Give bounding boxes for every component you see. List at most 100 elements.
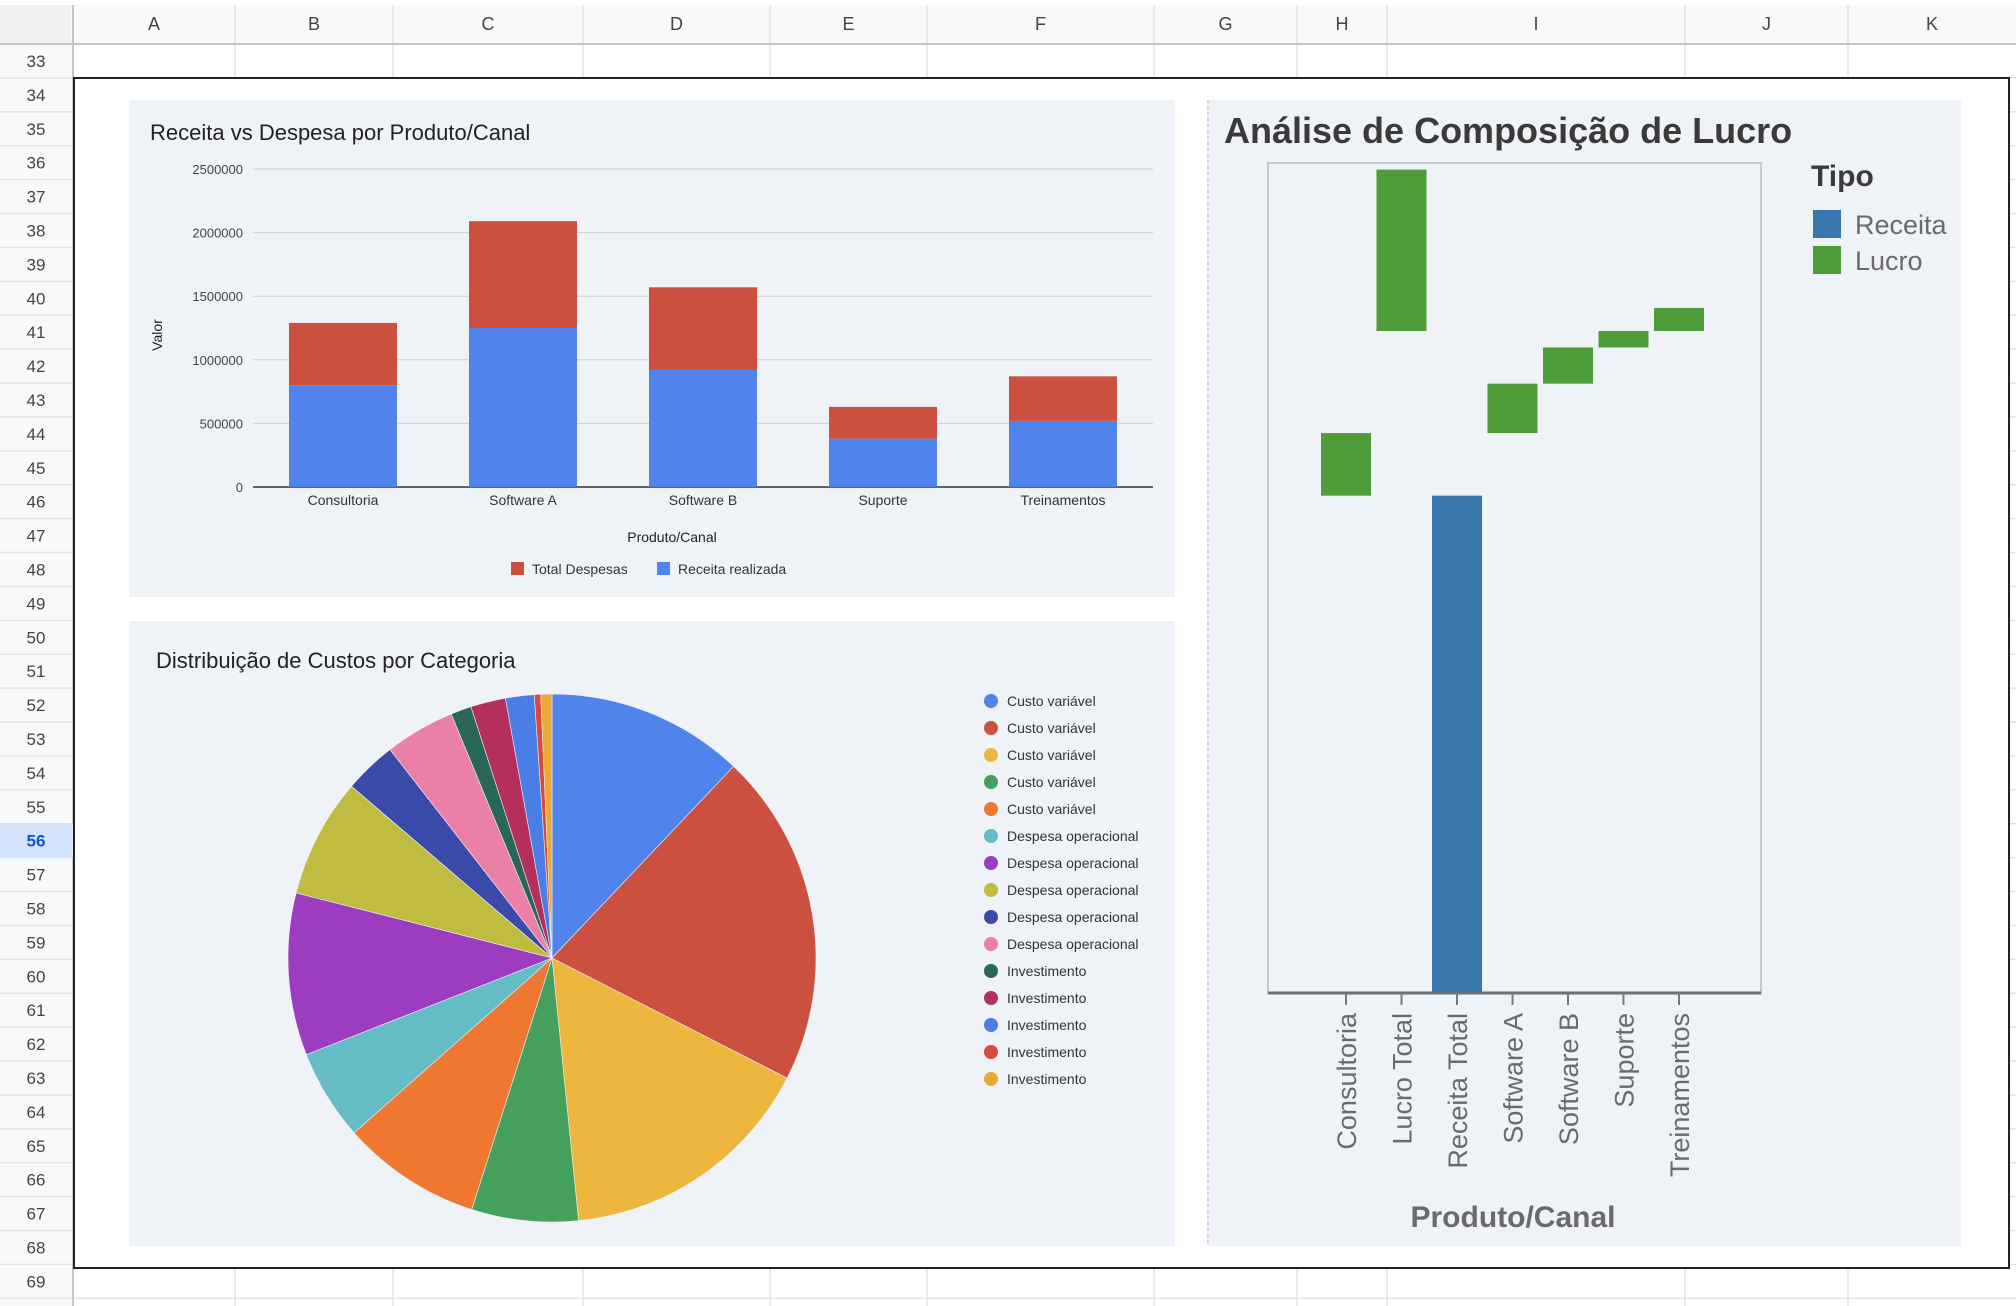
row-header-69[interactable]: 69 (27, 1272, 46, 1291)
row-header-51[interactable]: 51 (27, 662, 46, 681)
y-tick-label: 0 (236, 480, 243, 495)
bar-receita-realizada[interactable] (649, 369, 757, 487)
pie-slice[interactable] (540, 693, 553, 959)
column-header-D[interactable]: D (670, 14, 683, 34)
bar-total-despesas[interactable] (469, 221, 577, 328)
bar-total-despesas[interactable] (649, 287, 757, 370)
select-all-corner[interactable] (0, 5, 71, 44)
legend-label: Despesa operacional (1007, 855, 1139, 871)
chart-title: Distribuição de Custos por Categoria (156, 648, 516, 673)
row-header-57[interactable]: 57 (27, 866, 46, 885)
row-header-62[interactable]: 62 (27, 1035, 46, 1054)
stacked-bar-chart-card[interactable]: Receita vs Despesa por Produto/Canal Pro… (129, 100, 1175, 597)
waterfall-bar-receita[interactable] (1432, 495, 1482, 993)
row-header-39[interactable]: 39 (27, 255, 46, 274)
column-header-bar (0, 5, 2016, 44)
legend-swatch (984, 1072, 998, 1086)
bar-receita-realizada[interactable] (1009, 420, 1117, 487)
row-header-43[interactable]: 43 (27, 391, 46, 410)
row-header-54[interactable]: 54 (27, 764, 46, 783)
row-header-46[interactable]: 46 (27, 493, 46, 512)
row-header-35[interactable]: 35 (27, 120, 46, 139)
legend-label: Custo variável (1007, 747, 1096, 763)
bar-total-despesas[interactable] (1009, 376, 1117, 421)
waterfall-bar-lucro[interactable] (1376, 169, 1427, 331)
legend-label: Investimento (1007, 1071, 1087, 1087)
x-tick-label: Software B (1554, 1013, 1584, 1145)
column-header-I[interactable]: I (1533, 14, 1538, 34)
bar-receita-realizada[interactable] (829, 438, 937, 487)
pie-slice[interactable] (287, 892, 553, 1056)
column-header-A[interactable]: A (148, 14, 160, 34)
legend-label: Despesa operacional (1007, 936, 1139, 952)
row-header-33[interactable]: 33 (27, 52, 46, 71)
row-header-60[interactable]: 60 (27, 967, 46, 986)
pie-slice[interactable] (551, 957, 788, 1221)
legend-label: Custo variável (1007, 693, 1096, 709)
column-header-E[interactable]: E (842, 14, 854, 34)
legend-swatch (984, 748, 998, 762)
pie-slice[interactable] (295, 785, 553, 959)
legend-swatch (1813, 246, 1841, 274)
row-header-65[interactable]: 65 (27, 1137, 46, 1156)
pie-chart-card[interactable]: Distribuição de Custos por Categoria Cus… (129, 621, 1175, 1246)
bar-receita-realizada[interactable] (289, 385, 397, 487)
x-axis-title: Produto/Canal (1410, 1201, 1615, 1234)
y-axis-title: Valor (149, 319, 165, 351)
x-tick-label: Consultoria (308, 492, 379, 508)
row-header-64[interactable]: 64 (27, 1103, 46, 1122)
column-header-F[interactable]: F (1035, 14, 1046, 34)
row-header-37[interactable]: 37 (27, 188, 46, 207)
bar-receita-realizada[interactable] (469, 328, 577, 487)
waterfall-bar-lucro[interactable] (1654, 307, 1704, 331)
bar-total-despesas[interactable] (289, 322, 397, 386)
waterfall-bar-lucro[interactable] (1321, 433, 1371, 496)
x-axis-title: Produto/Canal (627, 529, 717, 545)
pie-slice[interactable] (353, 957, 553, 1210)
legend-swatch (984, 856, 998, 870)
stacked-bar-chart: Receita vs Despesa por Produto/Canal Pro… (129, 100, 1175, 597)
row-header-66[interactable]: 66 (27, 1171, 46, 1190)
row-header-47[interactable]: 47 (27, 527, 46, 546)
column-header-G[interactable]: G (1218, 14, 1232, 34)
legend-swatch (1813, 210, 1841, 238)
column-header-H[interactable]: H (1336, 14, 1349, 34)
column-header-K[interactable]: K (1926, 14, 1938, 34)
column-header-B[interactable]: B (308, 14, 320, 34)
waterfall-bar-lucro[interactable] (1487, 383, 1538, 434)
row-header-58[interactable]: 58 (27, 899, 46, 918)
column-header-C[interactable]: C (482, 14, 495, 34)
row-header-52[interactable]: 52 (27, 696, 46, 715)
legend-swatch (984, 1045, 998, 1059)
row-header-61[interactable]: 61 (27, 1001, 46, 1020)
waterfall-bar-lucro[interactable] (1543, 347, 1593, 384)
waterfall-chart-card[interactable]: Análise de Composição de Lucro Consultor… (1207, 100, 1961, 1246)
legend-label: Receita realizada (678, 561, 786, 577)
row-header-49[interactable]: 49 (27, 594, 46, 613)
column-header-J[interactable]: J (1762, 14, 1771, 34)
bar-total-despesas[interactable] (829, 406, 937, 439)
pie-chart: Distribuição de Custos por Categoria Cus… (129, 621, 1175, 1246)
row-header-67[interactable]: 67 (27, 1205, 46, 1224)
row-header-36[interactable]: 36 (27, 154, 46, 173)
row-header-45[interactable]: 45 (27, 459, 46, 478)
waterfall-bar-lucro[interactable] (1598, 330, 1649, 348)
y-tick-label: 1000000 (192, 353, 243, 368)
pie-slice[interactable] (551, 765, 817, 1079)
pie-slice[interactable] (551, 693, 735, 959)
row-header-56[interactable]: 56 (27, 832, 46, 851)
legend-label: Despesa operacional (1007, 909, 1139, 925)
row-header-34[interactable]: 34 (27, 86, 46, 105)
row-header-48[interactable]: 48 (27, 560, 46, 579)
row-header-44[interactable]: 44 (27, 425, 46, 444)
row-header-40[interactable]: 40 (27, 289, 46, 308)
row-header-38[interactable]: 38 (27, 221, 46, 240)
row-header-68[interactable]: 68 (27, 1238, 46, 1257)
row-header-63[interactable]: 63 (27, 1069, 46, 1088)
row-header-42[interactable]: 42 (27, 357, 46, 376)
row-header-59[interactable]: 59 (27, 933, 46, 952)
row-header-55[interactable]: 55 (27, 798, 46, 817)
row-header-53[interactable]: 53 (27, 730, 46, 749)
row-header-50[interactable]: 50 (27, 628, 46, 647)
row-header-41[interactable]: 41 (27, 323, 46, 342)
